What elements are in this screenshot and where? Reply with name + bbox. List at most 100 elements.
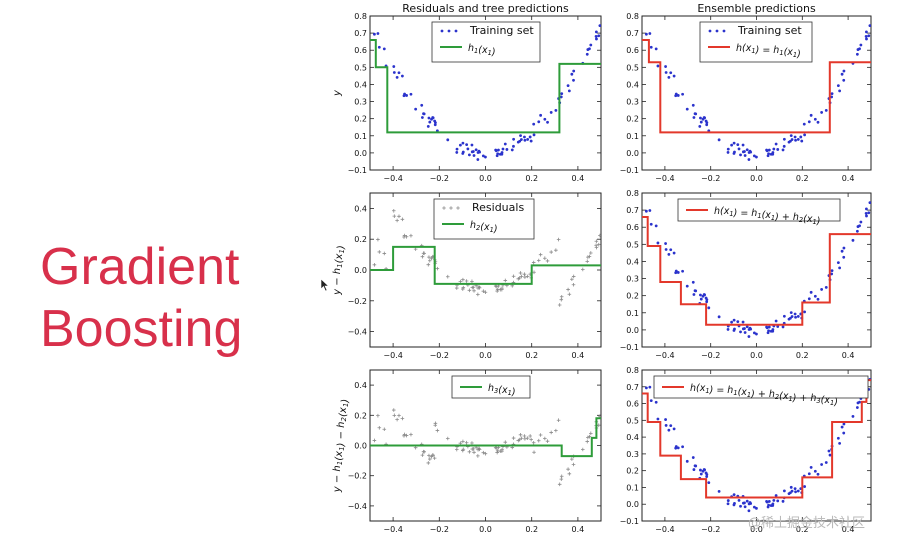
data-point — [739, 504, 742, 508]
residual-point — [532, 450, 536, 455]
data-point — [867, 211, 871, 215]
x-tick-label: −0.2 — [430, 525, 449, 534]
data-point — [674, 92, 678, 96]
data-point — [426, 125, 430, 128]
data-point — [789, 311, 793, 315]
residual-point — [464, 440, 469, 445]
data-point — [672, 427, 676, 431]
data-point — [800, 139, 804, 143]
data-point — [400, 74, 404, 78]
data-point — [392, 65, 396, 68]
data-point — [726, 151, 730, 154]
data-point — [772, 499, 776, 502]
y-tick-label: 0.3 — [626, 275, 639, 284]
data-point — [741, 143, 745, 147]
residual-point — [545, 439, 550, 443]
residual-point — [470, 447, 475, 451]
data-point — [664, 71, 668, 74]
residual-point — [494, 284, 499, 289]
residual-point — [538, 252, 543, 257]
data-point — [743, 154, 747, 157]
residual-point — [404, 234, 409, 239]
residual-point — [571, 282, 576, 287]
data-point — [512, 137, 516, 141]
residual-point — [395, 417, 399, 422]
data-point — [767, 152, 770, 156]
residual-point — [476, 292, 480, 297]
data-point — [476, 158, 480, 161]
chart-panel-5: −0.4 −0.2 0.0 0.2 0.4−0.4−0.20.00.20.4y − h1… — [332, 369, 602, 534]
data-point — [395, 75, 399, 79]
data-point — [539, 113, 543, 117]
data-point — [737, 498, 741, 502]
data-point — [741, 320, 745, 324]
x-tick-label: 0.0 — [479, 351, 492, 360]
y-axis-label: y − h1(x1) − h2(x1) — [332, 399, 351, 493]
data-point — [501, 147, 505, 151]
residual-point — [409, 432, 413, 437]
y-tick-label: 0.0 — [354, 266, 367, 275]
data-point — [699, 468, 702, 472]
data-point — [705, 300, 709, 304]
data-point — [433, 123, 437, 127]
legend-label-step: h1(x1) — [468, 43, 496, 58]
x-tick-label: 0.0 — [479, 174, 492, 183]
residual-point — [470, 441, 474, 445]
data-point — [771, 328, 775, 331]
data-point — [532, 122, 536, 126]
data-point — [676, 94, 680, 97]
residual-point — [549, 430, 553, 435]
y-tick-label: 0.0 — [354, 149, 367, 158]
data-point — [681, 92, 685, 96]
plot-data — [642, 201, 871, 338]
residual-point — [391, 208, 396, 213]
residual-point — [426, 262, 431, 267]
x-tick-label: 0.4 — [842, 174, 855, 183]
data-point — [546, 120, 549, 124]
data-point — [767, 500, 771, 503]
data-point — [807, 120, 811, 124]
y-tick-label: −0.2 — [348, 297, 367, 306]
data-point — [867, 34, 871, 38]
data-point — [813, 117, 817, 121]
legend-label-points: Residuals — [472, 201, 524, 214]
data-point — [691, 103, 695, 107]
legend: h(x1) = h1(x1) + h2(x1) — [677, 198, 841, 227]
residual-point — [581, 447, 585, 452]
data-point — [470, 150, 474, 154]
data-point — [699, 472, 703, 476]
y-tick-label: −0.4 — [348, 328, 367, 337]
y-tick-label: 0.2 — [354, 235, 367, 244]
y-tick-label: 0.2 — [626, 467, 639, 476]
y-tick-label: 0.0 — [626, 326, 639, 335]
residual-point — [543, 436, 547, 441]
data-point — [566, 84, 570, 88]
data-point — [765, 500, 769, 504]
residual-point — [570, 277, 574, 282]
legend-label-step: h(x1) = h1(x1) + h2(x1) — [714, 206, 820, 227]
data-point — [707, 306, 711, 310]
data-point — [842, 422, 846, 426]
residual-point — [413, 247, 418, 251]
data-point — [405, 94, 408, 97]
data-point — [656, 64, 660, 68]
residual-point — [598, 233, 601, 238]
data-point — [858, 224, 861, 228]
data-point — [497, 148, 500, 152]
y-tick-label: 0.4 — [354, 204, 367, 213]
residual-point — [567, 292, 572, 297]
residual-point — [461, 285, 466, 290]
residual-point — [400, 416, 405, 421]
x-tick-label: 0.4 — [842, 525, 855, 534]
data-point — [510, 148, 514, 152]
y-tick-label: 0.1 — [626, 483, 639, 492]
residual-point — [470, 279, 474, 284]
y-tick-label: 0.6 — [626, 223, 639, 232]
legend-point-marker — [456, 206, 460, 210]
data-point — [789, 485, 793, 489]
data-point — [685, 459, 689, 463]
step-prediction-line — [642, 39, 871, 134]
data-point — [732, 493, 736, 497]
data-point — [816, 472, 820, 476]
residual-point — [372, 438, 377, 443]
